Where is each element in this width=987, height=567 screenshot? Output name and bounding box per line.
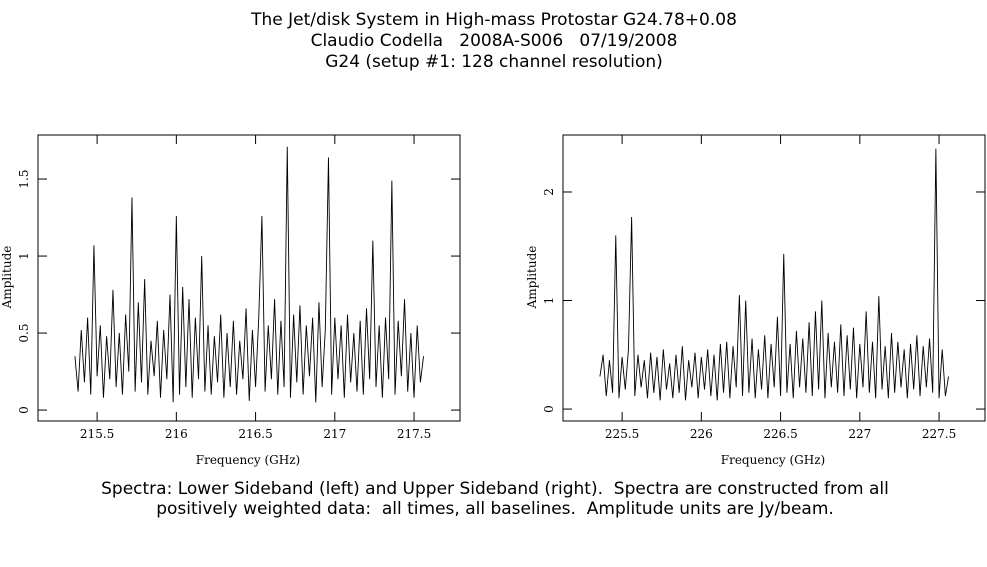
plot-frame bbox=[562, 134, 986, 422]
y-tick-label: 1 bbox=[542, 297, 556, 305]
y-tick-label: 2 bbox=[542, 188, 556, 196]
x-tick-label: 227.5 bbox=[922, 427, 956, 441]
x-tick-label: 227 bbox=[848, 427, 871, 441]
caption-line: Spectra: Lower Sideband (left) and Upper… bbox=[101, 479, 889, 499]
y-axis-label: Amplitude bbox=[0, 246, 14, 310]
title-line: Claudio Codella 2008A-S006 07/19/2008 bbox=[311, 31, 678, 51]
x-tick-label: 216 bbox=[165, 427, 188, 441]
y-tick-label: 0 bbox=[17, 406, 31, 414]
x-tick-label: 226 bbox=[690, 427, 713, 441]
x-tick-label: 216.5 bbox=[238, 427, 272, 441]
x-tick-label: 217.5 bbox=[397, 427, 431, 441]
plot-frame bbox=[37, 134, 461, 422]
y-axis-label: Amplitude bbox=[525, 246, 539, 310]
y-tick-label: 0.5 bbox=[17, 324, 31, 343]
y-tick-label: 1 bbox=[17, 252, 31, 260]
x-tick-label: 217 bbox=[323, 427, 346, 441]
x-tick-label: 226.5 bbox=[763, 427, 797, 441]
caption-line: positively weighted data: all times, all… bbox=[156, 499, 834, 519]
y-tick-label: 1.5 bbox=[17, 170, 31, 189]
y-tick-label: 0 bbox=[542, 405, 556, 413]
x-tick-label: 225.5 bbox=[605, 427, 639, 441]
x-axis-label: Frequency (GHz) bbox=[721, 453, 825, 467]
x-axis-label: Frequency (GHz) bbox=[196, 453, 300, 467]
spectrum-line bbox=[74, 146, 424, 403]
spectrum-line bbox=[599, 148, 949, 401]
x-tick-label: 215.5 bbox=[80, 427, 114, 441]
title-line: The Jet/disk System in High-mass Protost… bbox=[250, 10, 737, 30]
title-line: G24 (setup #1: 128 channel resolution) bbox=[325, 52, 663, 72]
